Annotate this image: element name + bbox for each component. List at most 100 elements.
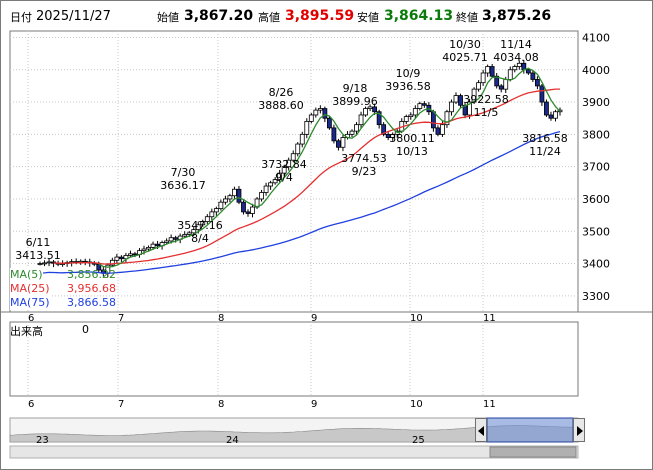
y-tick-label: 4000 [582,64,610,77]
candle-body [268,182,274,187]
volume-value: 0 [82,323,89,336]
candle-body [295,143,301,155]
annotation-date: 6/11 [26,236,51,249]
candle-body [42,262,47,265]
candle-body [236,188,242,203]
candle-body [354,124,359,132]
volume-label: 出来高 [10,325,43,338]
candle-body [417,103,423,109]
candle-body [227,195,233,200]
ma5-line [98,67,561,268]
candle-body [109,259,115,266]
annotation-value: 4025.71 [442,51,488,64]
candle-body [114,256,120,261]
ma25-label: MA(25) [10,282,50,295]
candle-body [525,69,531,74]
annotation-date: 7/30 [171,166,196,179]
navigator-year-label: 25 [412,435,425,446]
x-tick-label: 7 [118,313,124,324]
candle-body [453,95,459,103]
candle-body [182,234,188,237]
ma75-label: MA(75) [10,296,50,309]
candle-body [449,101,454,113]
candle-body [218,201,224,210]
y-tick-label: 3700 [582,161,610,174]
x-tick-label: 9 [311,313,317,324]
candle-body [390,133,396,138]
navigator-year-label: 24 [226,435,239,446]
candle-body [336,140,341,148]
candle-body [281,166,287,174]
candle-body [118,256,124,260]
candle-body [507,69,513,80]
candle-body [150,243,156,248]
candle-body [304,121,310,135]
candle-body [259,192,264,200]
navigator-year-label: 23 [36,435,49,446]
candle-body [503,79,509,90]
annotation-value: 3636.17 [160,179,206,192]
x-tick-label-lower: 9 [311,399,317,410]
annotation-date: 9/23 [352,165,377,178]
x-tick-label: 6 [28,313,34,324]
candle-body [430,111,436,129]
x-tick-label-lower: 8 [218,399,224,410]
navigator-selection [486,417,574,443]
ma5-legend: MA(5) 3,856.22 [10,268,116,282]
date-label: 日付 [10,11,32,24]
ma5-value: 3,856.22 [67,268,116,281]
x-tick-label-lower: 7 [118,399,124,410]
scroll-left-handle[interactable] [475,418,487,442]
y-tick-label: 3900 [582,96,610,109]
candle-body [530,72,536,80]
annotation-value: 4034.08 [493,51,539,64]
candle-body [290,153,296,161]
annotation-value: 3800.11 [389,132,435,145]
candle-body [241,201,246,213]
annotation-value: 3816.58 [522,132,568,145]
candle-body [132,253,138,256]
candle-body [308,114,314,122]
ma25-legend: MA(25) 3,956.68 [10,282,116,296]
ma25-line [53,88,560,265]
candle-body [146,247,151,250]
low-label: 安値 [357,11,379,24]
candle-body [209,211,215,218]
candle-body [155,243,160,247]
candle-body [376,111,382,126]
candle-body [299,133,305,145]
annotation-date: 8/26 [269,86,294,99]
ma75-legend: MA(75) 3,866.58 [10,296,116,310]
y-tick-label: 3400 [582,258,610,271]
candle-body [272,179,278,184]
ma75-line [39,130,561,274]
annotation-value: 3774.53 [341,152,387,165]
candle-body [516,62,522,67]
y-tick-label: 3800 [582,128,610,141]
candle-body [435,127,441,135]
candle-body [349,130,355,135]
y-tick-label: 3600 [582,193,610,206]
navigator-scrollbar-thumb [489,446,577,458]
candle-body [232,188,237,197]
candle-body [326,117,332,129]
candle-body [544,101,549,116]
candle-body [317,108,323,111]
candle-body [548,114,554,119]
scroll-right-handle[interactable] [573,418,585,442]
candle-body [37,263,43,265]
x-tick-label-lower: 6 [28,399,34,410]
candle-body [173,237,179,240]
annotation-date: 11/5 [474,106,499,119]
candle-body [46,261,52,264]
ma5-label: MA(5) [10,268,43,281]
candle-body [385,133,391,138]
annotation-value: 3899.96 [332,95,378,108]
ma25-value: 3,956.68 [67,282,116,295]
candle-body [168,237,174,242]
annotation-value: 3413.51 [15,249,61,262]
annotation-value: 3547.16 [177,219,223,232]
annotation-value: 3936.58 [385,80,431,93]
